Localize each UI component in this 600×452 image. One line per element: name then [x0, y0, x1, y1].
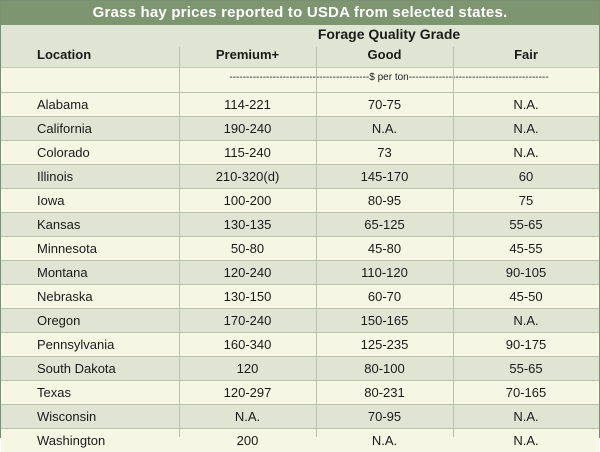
location-cell: Wisconsin — [37, 409, 97, 424]
fair-cell: 60 — [518, 169, 534, 184]
table-body: Alabama 114-221 70-75 N.A. California 190-240… — [1, 92, 599, 452]
good-cell: 125-235 — [360, 337, 409, 352]
good-cell: 80-100 — [364, 361, 405, 376]
column-divider — [453, 47, 454, 437]
table-row: Washington 200 N.A. N.A. — [1, 428, 599, 452]
location-cell: Minnesota — [37, 241, 97, 256]
fair-cell: 90-175 — [505, 337, 547, 352]
good-cell: N.A. — [371, 121, 398, 136]
table-row: California 190-240 N.A. N.A. — [1, 116, 599, 140]
location-cell: Illinois — [37, 169, 74, 184]
good-cell: 73 — [377, 145, 392, 160]
premium-cell: 50-80 — [230, 241, 265, 256]
fair-cell: 75 — [518, 193, 534, 208]
fair-cell: 45-50 — [509, 289, 543, 304]
premium-cell: 120 — [236, 361, 259, 376]
good-header: Good — [367, 47, 402, 62]
location-cell: Nebraska — [37, 289, 93, 304]
premium-cell: 160-340 — [223, 337, 272, 352]
table-row: Oregon 170-240 150-165 N.A. — [1, 308, 599, 332]
premium-cell: N.A. — [234, 409, 261, 424]
premium-cell: 120-240 — [223, 265, 272, 280]
fair-cell: N.A. — [513, 313, 539, 328]
premium-cell: 115-240 — [224, 145, 271, 160]
fair-header: Fair — [514, 47, 538, 62]
premium-cell: 200 — [236, 433, 259, 448]
table-row: Texas 120-297 80-231 70-165 — [1, 380, 599, 404]
premium-cell: 210-320(d) — [215, 169, 280, 184]
premium-cell: 190-240 — [223, 121, 272, 136]
location-cell: Montana — [37, 265, 88, 280]
location-cell: Alabama — [37, 97, 89, 112]
location-cell: Washington — [37, 433, 106, 448]
location-cell: Oregon — [37, 313, 81, 328]
fair-cell: N.A. — [513, 97, 539, 112]
table-row: Minnesota 50-80 45-80 45-55 — [1, 236, 599, 260]
good-cell: 60-70 — [367, 289, 402, 304]
premium-header: Premium+ — [215, 47, 280, 62]
location-header: Location — [37, 47, 92, 62]
column-divider — [316, 47, 317, 437]
fair-cell: 70-165 — [505, 385, 547, 400]
table-row: Colorado 115-240 73 N.A. — [1, 140, 599, 164]
location-cell: Pennsylvania — [37, 337, 115, 352]
table-row: Illinois 210-320(d) 145-170 60 — [1, 164, 599, 188]
fair-cell: N.A. — [513, 433, 539, 448]
good-cell: 80-231 — [364, 385, 405, 400]
grade-title: Forage Quality Grade — [317, 26, 461, 42]
good-cell: 45-80 — [367, 241, 402, 256]
fair-cell: 55-65 — [509, 217, 543, 232]
good-cell: 150-165 — [360, 313, 409, 328]
fair-cell: 90-105 — [505, 265, 547, 280]
table-title: Grass hay prices reported to USDA from s… — [1, 1, 599, 25]
fair-cell: 45-55 — [509, 241, 543, 256]
table-row: Montana 120-240 110-120 90-105 — [1, 260, 599, 284]
location-cell: Kansas — [37, 217, 81, 232]
table-row: Iowa 100-200 80-95 75 — [1, 188, 599, 212]
fair-cell: N.A. — [513, 121, 539, 136]
units-row: ----------------------------------------… — [1, 67, 599, 92]
good-cell: 70-75 — [367, 97, 402, 112]
good-cell: 70-95 — [367, 409, 402, 424]
location-cell: Iowa — [37, 193, 65, 208]
location-cell: South Dakota — [37, 361, 116, 376]
fair-cell: N.A. — [513, 145, 539, 160]
table-row: Alabama 114-221 70-75 N.A. — [1, 92, 599, 116]
premium-cell: 130-135 — [223, 217, 272, 232]
table-row: South Dakota 120 80-100 55-65 — [1, 356, 599, 380]
location-cell: Texas — [37, 385, 71, 400]
fair-cell: N.A. — [513, 409, 539, 424]
premium-cell: 100-200 — [223, 193, 272, 208]
good-cell: 65-125 — [364, 217, 405, 232]
premium-cell: 114-221 — [224, 97, 271, 112]
premium-cell: 130-150 — [223, 289, 272, 304]
table-row: Wisconsin N.A. 70-95 N.A. — [1, 404, 599, 428]
premium-cell: 120-297 — [223, 385, 272, 400]
units-label: ----------------------------------------… — [229, 72, 549, 83]
location-cell: Colorado — [37, 145, 90, 160]
column-divider — [179, 47, 180, 437]
table-row: Pennsylvania 160-340 125-235 90-175 — [1, 332, 599, 356]
good-cell: 80-95 — [367, 193, 402, 208]
location-cell: California — [37, 121, 92, 136]
fair-cell: 55-65 — [509, 361, 543, 376]
good-cell: N.A. — [371, 433, 398, 448]
good-cell: 110-120 — [361, 265, 408, 280]
table-row: Kansas 130-135 65-125 55-65 — [1, 212, 599, 236]
good-cell: 145-170 — [360, 169, 409, 184]
table-header: Forage Quality Grade Location Premium+ G… — [1, 25, 599, 67]
premium-cell: 170-240 — [223, 313, 272, 328]
table-row: Nebraska 130-150 60-70 45-50 — [1, 284, 599, 308]
